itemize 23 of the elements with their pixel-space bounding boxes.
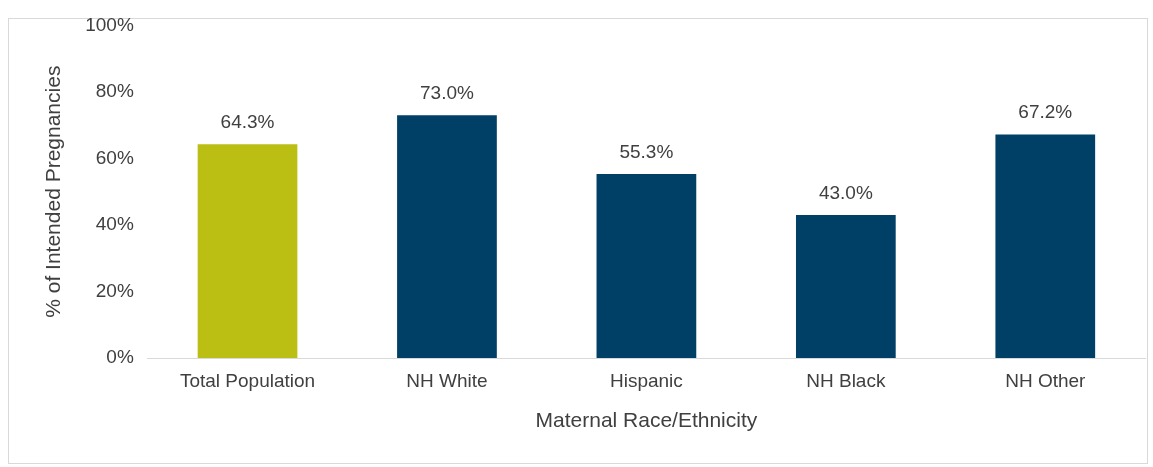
data-label: 67.2%: [1018, 101, 1073, 123]
x-tick-label: NH White: [406, 369, 488, 391]
y-axis-title: % of Intended Pregnancies: [41, 65, 65, 318]
y-tick-label: 80%: [95, 80, 134, 102]
data-label: 43.0%: [818, 181, 873, 203]
x-tick-label: NH Other: [1005, 369, 1087, 391]
x-tick-label: NH Black: [806, 369, 886, 391]
bar: [397, 115, 497, 358]
y-tick-label: 60%: [95, 146, 134, 168]
bar: [197, 144, 298, 358]
data-label: 55.3%: [619, 140, 674, 162]
y-tick-label: 0%: [106, 346, 134, 368]
data-label: 73.0%: [420, 81, 474, 103]
bar: [596, 174, 697, 358]
data-label: 64.3%: [220, 110, 275, 132]
bar: [795, 214, 896, 358]
y-tick-label: 100%: [85, 13, 134, 35]
x-tick-label: Total Population: [179, 369, 316, 391]
bar: [995, 134, 1096, 358]
x-tick-label: Hispanic: [609, 369, 683, 391]
x-axis-title: Maternal Race/Ethnicity: [535, 408, 758, 432]
y-tick-label: 40%: [95, 213, 134, 235]
y-tick-label: 20%: [95, 279, 134, 301]
